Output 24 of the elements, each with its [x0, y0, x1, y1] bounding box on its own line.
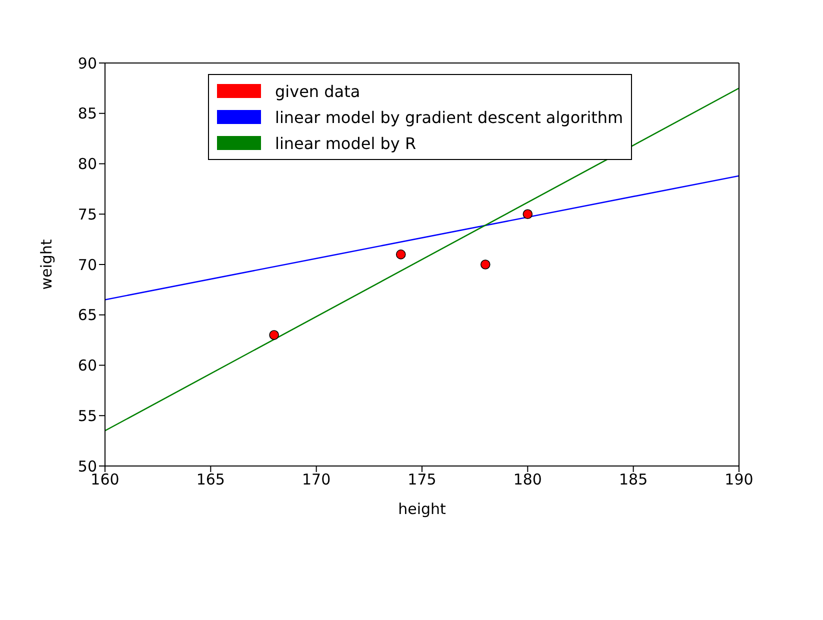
x-tick-label: 170	[302, 470, 331, 489]
x-tick-label: 190	[724, 470, 754, 489]
y-tick-label: 80	[78, 155, 97, 174]
y-tick-label: 60	[78, 356, 97, 375]
y-tick-label: 75	[78, 205, 97, 224]
y-tick-label: 55	[78, 406, 97, 425]
x-tick-label: 175	[408, 470, 436, 489]
x-axis-title: height	[398, 500, 446, 518]
legend-label: linear model by R	[275, 134, 416, 152]
y-tick-label: 90	[78, 54, 97, 72]
y-tick-label: 85	[78, 104, 97, 123]
y-tick-label: 70	[78, 256, 97, 274]
x-tick-label: 160	[90, 470, 120, 489]
x-tick-label: 185	[619, 470, 648, 489]
point	[269, 330, 279, 340]
y-tick-label: 65	[78, 306, 97, 324]
y-axis-title: weight	[37, 239, 56, 290]
x-tick-label: 180	[513, 470, 542, 489]
x-tick-label: 165	[196, 470, 225, 489]
legend-label: given data	[275, 82, 360, 100]
point	[480, 260, 490, 270]
legend-label: linear model by gradient descent algorithm	[275, 108, 624, 126]
point	[396, 250, 406, 260]
point	[522, 209, 533, 220]
